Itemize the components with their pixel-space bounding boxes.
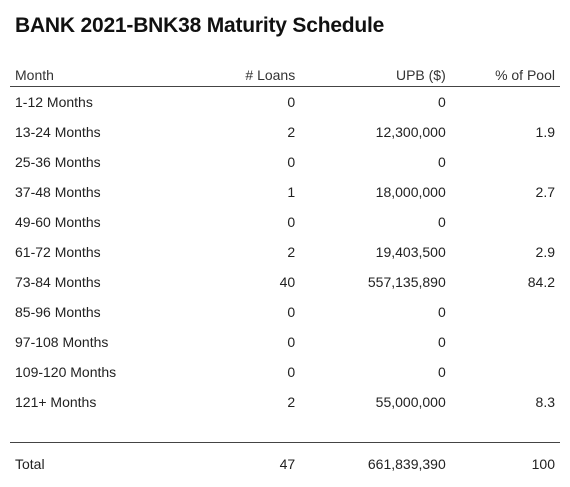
table-row: 85-96 Months 0 0	[10, 297, 560, 327]
cell-upb: 0	[437, 94, 446, 110]
cell-loans: 0	[287, 214, 296, 230]
total-month: Total	[15, 456, 45, 472]
cell-pct	[451, 207, 560, 237]
cell-loans: 2	[287, 394, 296, 410]
table-row: 121+ Months 2 55,000,000 8.3	[10, 387, 560, 417]
header-upb: UPB ($)	[300, 64, 451, 87]
header-pct: % of Pool	[450, 64, 560, 87]
total-pct: 100	[531, 456, 555, 472]
cell-pct: 8.3	[535, 394, 555, 410]
cell-month: 85-96 Months	[15, 304, 101, 320]
table-body: 1-12 Months 0 0 13-24 Months 2 12,300,000 1.9 2…	[10, 87, 560, 418]
cell-pct: 84.2	[527, 274, 555, 290]
total-upb: 661,839,390	[367, 456, 446, 472]
cell-month: 49-60 Months	[15, 214, 101, 230]
cell-month: 109-120 Months	[15, 364, 117, 380]
cell-pct: 1.9	[535, 124, 555, 140]
cell-pct	[451, 297, 560, 327]
cell-loans: 2	[287, 244, 296, 260]
cell-upb: 12,300,000	[375, 124, 446, 140]
total-row: Total 47 661,839,390 100	[10, 443, 560, 486]
separator-cell	[10, 417, 560, 443]
cell-pct	[451, 147, 560, 177]
table-row: 73-84 Months 40 557,135,890 84.2	[10, 267, 560, 297]
cell-month: 1-12 Months	[15, 94, 93, 110]
cell-loans: 0	[287, 334, 296, 350]
cell-month: 97-108 Months	[15, 334, 109, 350]
table-row: 1-12 Months 0 0	[10, 87, 560, 118]
table-row: 61-72 Months 2 19,403,500 2.9	[10, 237, 560, 267]
table-row: 109-120 Months 0 0	[10, 357, 560, 387]
table-row: 97-108 Months 0 0	[10, 327, 560, 357]
table-row: 13-24 Months 2 12,300,000 1.9	[10, 117, 560, 147]
cell-upb: 0	[437, 334, 446, 350]
cell-upb: 18,000,000	[375, 184, 446, 200]
cell-loans: 40	[279, 274, 296, 290]
cell-loans: 1	[287, 184, 296, 200]
cell-loans: 0	[287, 154, 296, 170]
cell-pct	[451, 327, 560, 357]
cell-loans: 0	[287, 364, 296, 380]
cell-pct	[451, 87, 560, 118]
cell-month: 13-24 Months	[15, 124, 101, 140]
header-loans: # Loans	[163, 64, 301, 87]
header-row: Month # Loans UPB ($) % of Pool	[10, 64, 560, 87]
cell-upb: 0	[437, 154, 446, 170]
cell-pct	[451, 357, 560, 387]
cell-month: 73-84 Months	[15, 274, 101, 290]
cell-loans: 0	[287, 304, 296, 320]
cell-month: 121+ Months	[15, 394, 97, 410]
cell-month: 37-48 Months	[15, 184, 101, 200]
table-row: 25-36 Months 0 0	[10, 147, 560, 177]
cell-upb: 0	[437, 364, 446, 380]
cell-upb: 0	[437, 214, 446, 230]
cell-upb: 0	[437, 304, 446, 320]
cell-upb: 19,403,500	[375, 244, 446, 260]
cell-loans: 0	[287, 94, 296, 110]
header-month: Month	[10, 64, 164, 87]
maturity-schedule-table: Month # Loans UPB ($) % of Pool 1-12 Mon…	[10, 64, 560, 485]
cell-pct: 2.9	[535, 244, 555, 260]
table-title: BANK 2021-BNK38 Maturity Schedule	[15, 14, 385, 37]
total-loans: 47	[279, 456, 296, 472]
cell-pct: 2.7	[535, 184, 555, 200]
cell-month: 61-72 Months	[15, 244, 101, 260]
table-row: 37-48 Months 1 18,000,000 2.7	[10, 177, 560, 207]
cell-upb: 55,000,000	[375, 394, 446, 410]
cell-month: 25-36 Months	[15, 154, 101, 170]
cell-loans: 2	[287, 124, 296, 140]
total-separator	[10, 417, 560, 443]
table-row: 49-60 Months 0 0	[10, 207, 560, 237]
cell-upb: 557,135,890	[367, 274, 446, 290]
